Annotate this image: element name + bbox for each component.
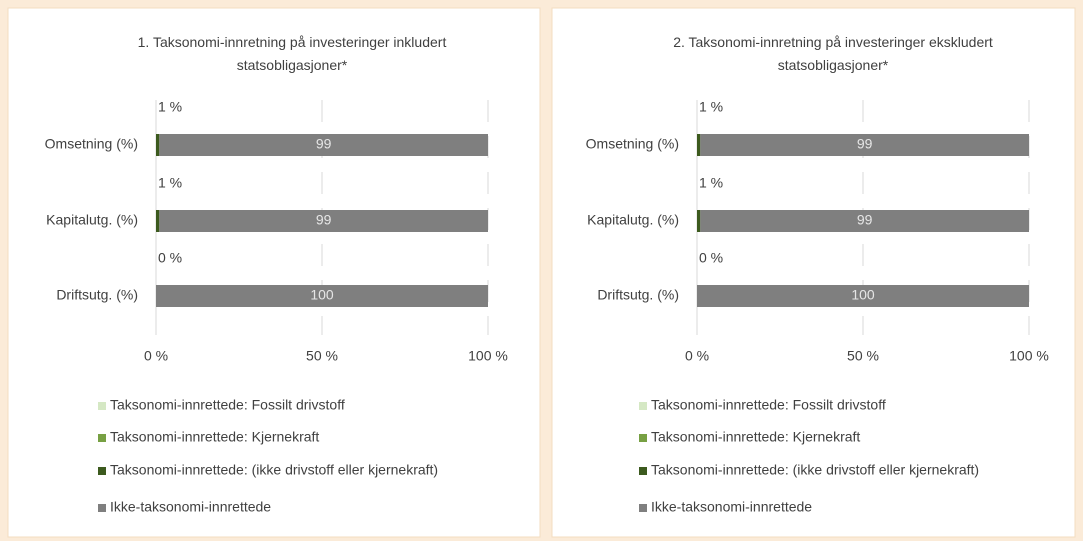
bar-segment bbox=[156, 134, 160, 156]
data-label: 0 % bbox=[699, 250, 723, 266]
x-tick-label: 0 % bbox=[685, 348, 709, 364]
x-tick-label: 0 % bbox=[144, 348, 168, 364]
title-line: statsobligasjoner* bbox=[778, 57, 889, 73]
legend-swatch bbox=[98, 504, 106, 512]
chart-title: 2. Taksonomi-innretning på investeringer… bbox=[673, 34, 993, 73]
title-line: statsobligasjoner* bbox=[237, 57, 348, 73]
legend-swatch bbox=[98, 434, 106, 442]
x-tick-label: 50 % bbox=[306, 348, 338, 364]
legend-label: Ikke-taksonomi-innrettede bbox=[651, 499, 812, 515]
bar-segment bbox=[156, 285, 488, 307]
bar-segment bbox=[700, 134, 1029, 156]
legend-swatch bbox=[98, 467, 106, 475]
y-tick-label: Omsetning (%) bbox=[45, 136, 138, 152]
title-line: 2. Taksonomi-innretning på investeringer… bbox=[673, 34, 993, 50]
y-tick-label: Omsetning (%) bbox=[586, 136, 679, 152]
data-label: 1 % bbox=[699, 175, 723, 191]
legend-label: Taksonomi-innrettede: Fossilt drivstoff bbox=[110, 397, 345, 413]
panel bbox=[551, 7, 1076, 538]
y-tick-label: Driftsutg. (%) bbox=[597, 287, 679, 303]
legend-swatch bbox=[639, 402, 647, 410]
legend-label: Taksonomi-innrettede: Kjernekraft bbox=[110, 429, 319, 445]
data-label: 99 bbox=[316, 212, 332, 228]
legend-swatch bbox=[98, 402, 106, 410]
legend-swatch bbox=[639, 504, 647, 512]
bar-segment bbox=[700, 210, 1029, 232]
x-tick-label: 50 % bbox=[847, 348, 879, 364]
data-label: 100 bbox=[310, 287, 334, 303]
data-label: 99 bbox=[857, 212, 873, 228]
data-label: 100 bbox=[851, 287, 875, 303]
data-label: 1 % bbox=[158, 99, 182, 115]
title-line: 1. Taksonomi-innretning på investeringer… bbox=[138, 34, 447, 50]
data-label: 0 % bbox=[158, 250, 182, 266]
x-tick-label: 100 % bbox=[1009, 348, 1049, 364]
bar-segment bbox=[159, 210, 488, 232]
legend-label: Taksonomi-innrettede: (ikke drivstoff el… bbox=[110, 462, 438, 478]
y-tick-label: Kapitalutg. (%) bbox=[46, 212, 138, 228]
x-tick-label: 100 % bbox=[468, 348, 508, 364]
chart-title: 1. Taksonomi-innretning på investeringer… bbox=[138, 34, 447, 73]
legend-label: Taksonomi-innrettede: (ikke drivstoff el… bbox=[651, 462, 979, 478]
legend-swatch bbox=[639, 467, 647, 475]
legend-swatch bbox=[639, 434, 647, 442]
data-label: 1 % bbox=[699, 99, 723, 115]
data-label: 1 % bbox=[158, 175, 182, 191]
bar-segment bbox=[697, 134, 701, 156]
data-label: 99 bbox=[316, 136, 332, 152]
bar-segment bbox=[697, 210, 701, 232]
legend-label: Taksonomi-innrettede: Fossilt drivstoff bbox=[651, 397, 886, 413]
bar-segment bbox=[697, 285, 1029, 307]
panel bbox=[7, 7, 541, 538]
bar-segment bbox=[156, 210, 160, 232]
legend-label: Taksonomi-innrettede: Kjernekraft bbox=[651, 429, 860, 445]
y-tick-label: Kapitalutg. (%) bbox=[587, 212, 679, 228]
y-tick-label: Driftsutg. (%) bbox=[56, 287, 138, 303]
data-label: 99 bbox=[857, 136, 873, 152]
legend-label: Ikke-taksonomi-innrettede bbox=[110, 499, 271, 515]
bar-segment bbox=[159, 134, 488, 156]
